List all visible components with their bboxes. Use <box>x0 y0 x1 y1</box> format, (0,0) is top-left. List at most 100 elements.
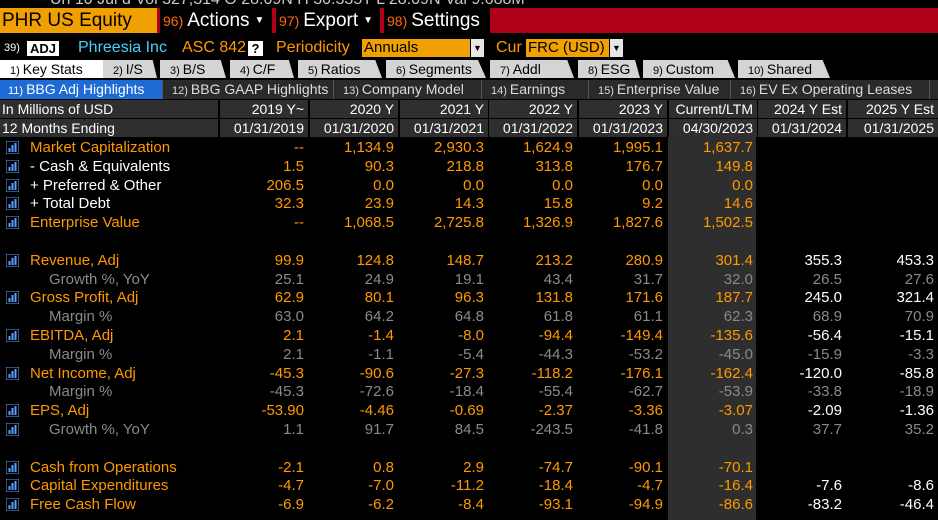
table-cell[interactable]: 124.8 <box>356 251 394 269</box>
currency-select[interactable]: FRC (USD) <box>526 39 609 57</box>
table-cell[interactable]: -5.4 <box>458 345 484 363</box>
table-cell[interactable]: -- <box>294 139 304 156</box>
table-cell[interactable]: 43.4 <box>543 270 573 288</box>
table-cell[interactable]: -53.90 <box>261 402 304 420</box>
subtab-company-model[interactable]: 13) Company Model <box>335 80 482 99</box>
table-cell[interactable]: 2,930.3 <box>433 139 484 156</box>
table-cell[interactable]: 84.5 <box>454 421 484 438</box>
table-cell[interactable]: -62.7 <box>628 383 663 401</box>
table-cell[interactable]: 2,725.8 <box>433 214 484 232</box>
chart-icon[interactable] <box>6 479 19 493</box>
table-cell[interactable]: -120.0 <box>799 364 842 382</box>
table-cell[interactable]: -1.36 <box>899 402 934 420</box>
table-cell[interactable]: 313.8 <box>535 157 573 175</box>
column-header[interactable]: 2021 Y <box>399 100 488 118</box>
column-header[interactable]: 2023 Y <box>578 100 667 118</box>
subtab-enterprise-value[interactable]: 15) Enterprise Value <box>590 80 731 99</box>
table-cell[interactable]: -7.6 <box>816 477 842 495</box>
table-cell[interactable]: 1,637.7 <box>702 139 753 156</box>
table-cell[interactable]: 280.9 <box>625 251 663 269</box>
chart-icon[interactable] <box>6 253 19 267</box>
table-cell[interactable]: -2.09 <box>807 402 842 420</box>
table-cell[interactable]: 2.1 <box>283 345 304 363</box>
subtab-bbg-gaap-highlights[interactable]: 12) BBG GAAP Highlights <box>164 80 334 99</box>
table-cell[interactable]: 14.3 <box>454 195 484 213</box>
table-cell[interactable]: -8.0 <box>458 327 484 344</box>
table-cell[interactable]: -85.8 <box>899 364 934 382</box>
column-header[interactable]: 2022 Y <box>488 100 577 118</box>
table-cell[interactable]: 206.5 <box>266 176 304 194</box>
table-cell[interactable]: 1,827.6 <box>612 214 663 232</box>
table-cell[interactable]: -94.4 <box>538 327 573 344</box>
table-cell[interactable]: -2.1 <box>278 458 304 476</box>
table-cell[interactable]: 99.9 <box>274 251 304 269</box>
table-cell[interactable]: 62.3 <box>723 308 753 326</box>
table-cell[interactable]: 321.4 <box>896 289 934 307</box>
table-cell[interactable]: 61.1 <box>633 308 663 326</box>
table-cell[interactable]: 68.9 <box>812 308 842 326</box>
actions-button[interactable]: 96) Actions ▼ <box>160 8 272 33</box>
tab-b-s[interactable]: 3) B/S <box>160 60 226 78</box>
table-cell[interactable]: -0.69 <box>449 402 484 420</box>
column-header[interactable]: 01/31/2022 <box>488 119 577 137</box>
chart-icon[interactable] <box>6 460 19 474</box>
table-cell[interactable]: 35.2 <box>904 421 934 438</box>
table-cell[interactable]: 0.0 <box>552 176 573 194</box>
subtab-ev-ex-operating-leases[interactable]: 16) EV Ex Operating Leases <box>732 80 930 99</box>
table-cell[interactable]: -74.7 <box>538 458 573 476</box>
table-cell[interactable]: 90.3 <box>364 157 394 175</box>
table-cell[interactable]: 131.8 <box>535 289 573 307</box>
table-cell[interactable]: -6.9 <box>278 496 304 514</box>
chart-icon[interactable] <box>6 178 19 192</box>
table-cell[interactable]: -83.2 <box>807 496 842 514</box>
table-cell[interactable]: -3.07 <box>718 402 753 420</box>
table-cell[interactable]: 0.0 <box>642 176 663 194</box>
table-cell[interactable]: 61.8 <box>543 308 573 326</box>
table-cell[interactable]: 1,068.5 <box>343 214 394 232</box>
column-header[interactable]: 01/31/2024 <box>757 119 846 137</box>
table-cell[interactable]: 1,502.5 <box>702 214 753 232</box>
table-cell[interactable]: 62.9 <box>274 289 304 307</box>
help-icon[interactable]: ? <box>248 41 263 56</box>
chart-icon[interactable] <box>6 291 19 305</box>
table-cell[interactable]: 2.1 <box>283 327 304 344</box>
table-cell[interactable]: -176.1 <box>620 364 663 382</box>
chart-icon[interactable] <box>6 404 19 418</box>
table-cell[interactable]: 31.7 <box>633 270 663 288</box>
table-cell[interactable]: -8.6 <box>908 477 934 495</box>
table-cell[interactable]: -162.4 <box>710 364 753 382</box>
table-cell[interactable]: 24.9 <box>364 270 394 288</box>
chevron-down-icon[interactable]: ▼ <box>610 39 623 57</box>
tab-custom[interactable]: 9) Custom <box>643 60 735 78</box>
chart-icon[interactable] <box>6 197 19 211</box>
table-cell[interactable]: 26.5 <box>812 270 842 288</box>
table-cell[interactable]: 453.3 <box>896 251 934 269</box>
table-cell[interactable]: 1,134.9 <box>343 139 394 156</box>
table-cell[interactable]: 14.6 <box>723 195 753 213</box>
table-cell[interactable]: -4.46 <box>359 402 394 420</box>
table-cell[interactable]: -243.5 <box>530 421 573 438</box>
table-cell[interactable]: -149.4 <box>620 327 663 344</box>
column-header[interactable]: 01/31/2023 <box>578 119 667 137</box>
column-header[interactable]: 2019 Y~ <box>219 100 308 118</box>
table-cell[interactable]: 355.3 <box>804 251 842 269</box>
table-cell[interactable]: 301.4 <box>715 251 753 269</box>
table-cell[interactable]: 19.1 <box>454 270 484 288</box>
table-cell[interactable]: -15.9 <box>807 345 842 363</box>
table-cell[interactable]: 64.2 <box>364 308 394 326</box>
chart-icon[interactable] <box>6 498 19 512</box>
table-cell[interactable]: -118.2 <box>531 364 573 382</box>
periodicity-select[interactable]: Annuals <box>362 39 470 57</box>
table-cell[interactable]: -72.6 <box>359 383 394 401</box>
table-cell[interactable]: 0.0 <box>373 176 394 194</box>
table-cell[interactable]: 0.0 <box>463 176 484 194</box>
table-cell[interactable]: 0.0 <box>732 176 753 194</box>
table-cell[interactable]: 25.1 <box>274 270 304 288</box>
table-cell[interactable]: -27.3 <box>449 364 484 382</box>
table-cell[interactable]: 32.3 <box>274 195 304 213</box>
table-cell[interactable]: 23.9 <box>364 195 394 213</box>
tab-addl[interactable]: 7) Addl <box>490 60 574 78</box>
table-cell[interactable]: 148.7 <box>446 251 484 269</box>
table-cell[interactable]: -94.9 <box>628 496 663 514</box>
table-cell[interactable]: -46.4 <box>899 496 934 514</box>
